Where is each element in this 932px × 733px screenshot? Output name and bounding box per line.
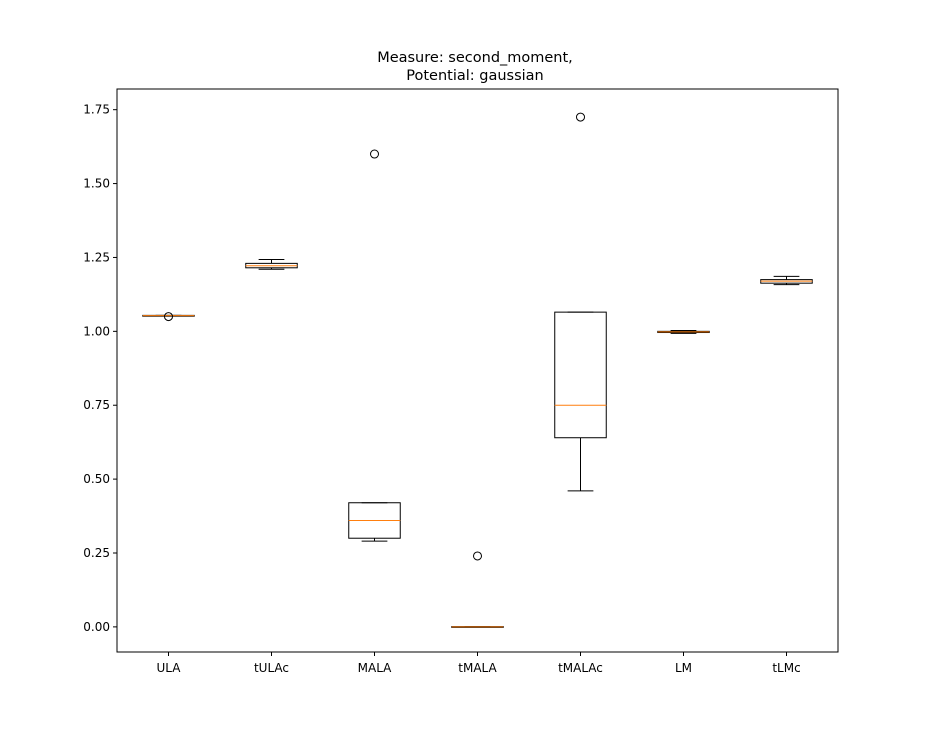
x-tick-label: LM: [675, 661, 692, 675]
y-tick-label: 1.25: [83, 250, 110, 264]
chart-title-line-1: Measure: second_moment,: [377, 50, 573, 66]
axes-frame: [116, 88, 839, 653]
y-tick-label: 0.50: [83, 472, 110, 486]
x-tick-label: tMALAc: [558, 661, 603, 675]
outlier-point: [576, 112, 585, 122]
outlier-point: [370, 149, 379, 159]
y-tick-label: 1.00: [83, 324, 110, 338]
chart-title-line-2: Potential: gaussian: [406, 68, 544, 84]
x-tick-label: tMALA: [458, 661, 497, 675]
x-tick-label: ULA: [157, 661, 182, 675]
outlier-point: [473, 551, 482, 561]
plot-area: 0.00 0.25 0.50 0.75 1.00 1.25 1.50 1.75 ULA tULAc…: [83, 103, 813, 675]
x-tick-label: MALA: [358, 661, 393, 675]
x-tick-label: tULAc: [254, 661, 289, 675]
y-tick-label: 0.25: [83, 546, 110, 560]
y-tick-label: 1.75: [83, 103, 110, 117]
box-tMALAc: [554, 311, 607, 439]
y-tick-label: 0.00: [83, 620, 110, 634]
y-tick-label: 0.75: [83, 398, 110, 412]
y-tick-label: 1.50: [83, 177, 110, 191]
x-tick-label: tLMc: [772, 661, 800, 675]
outlier-point: [164, 312, 173, 322]
